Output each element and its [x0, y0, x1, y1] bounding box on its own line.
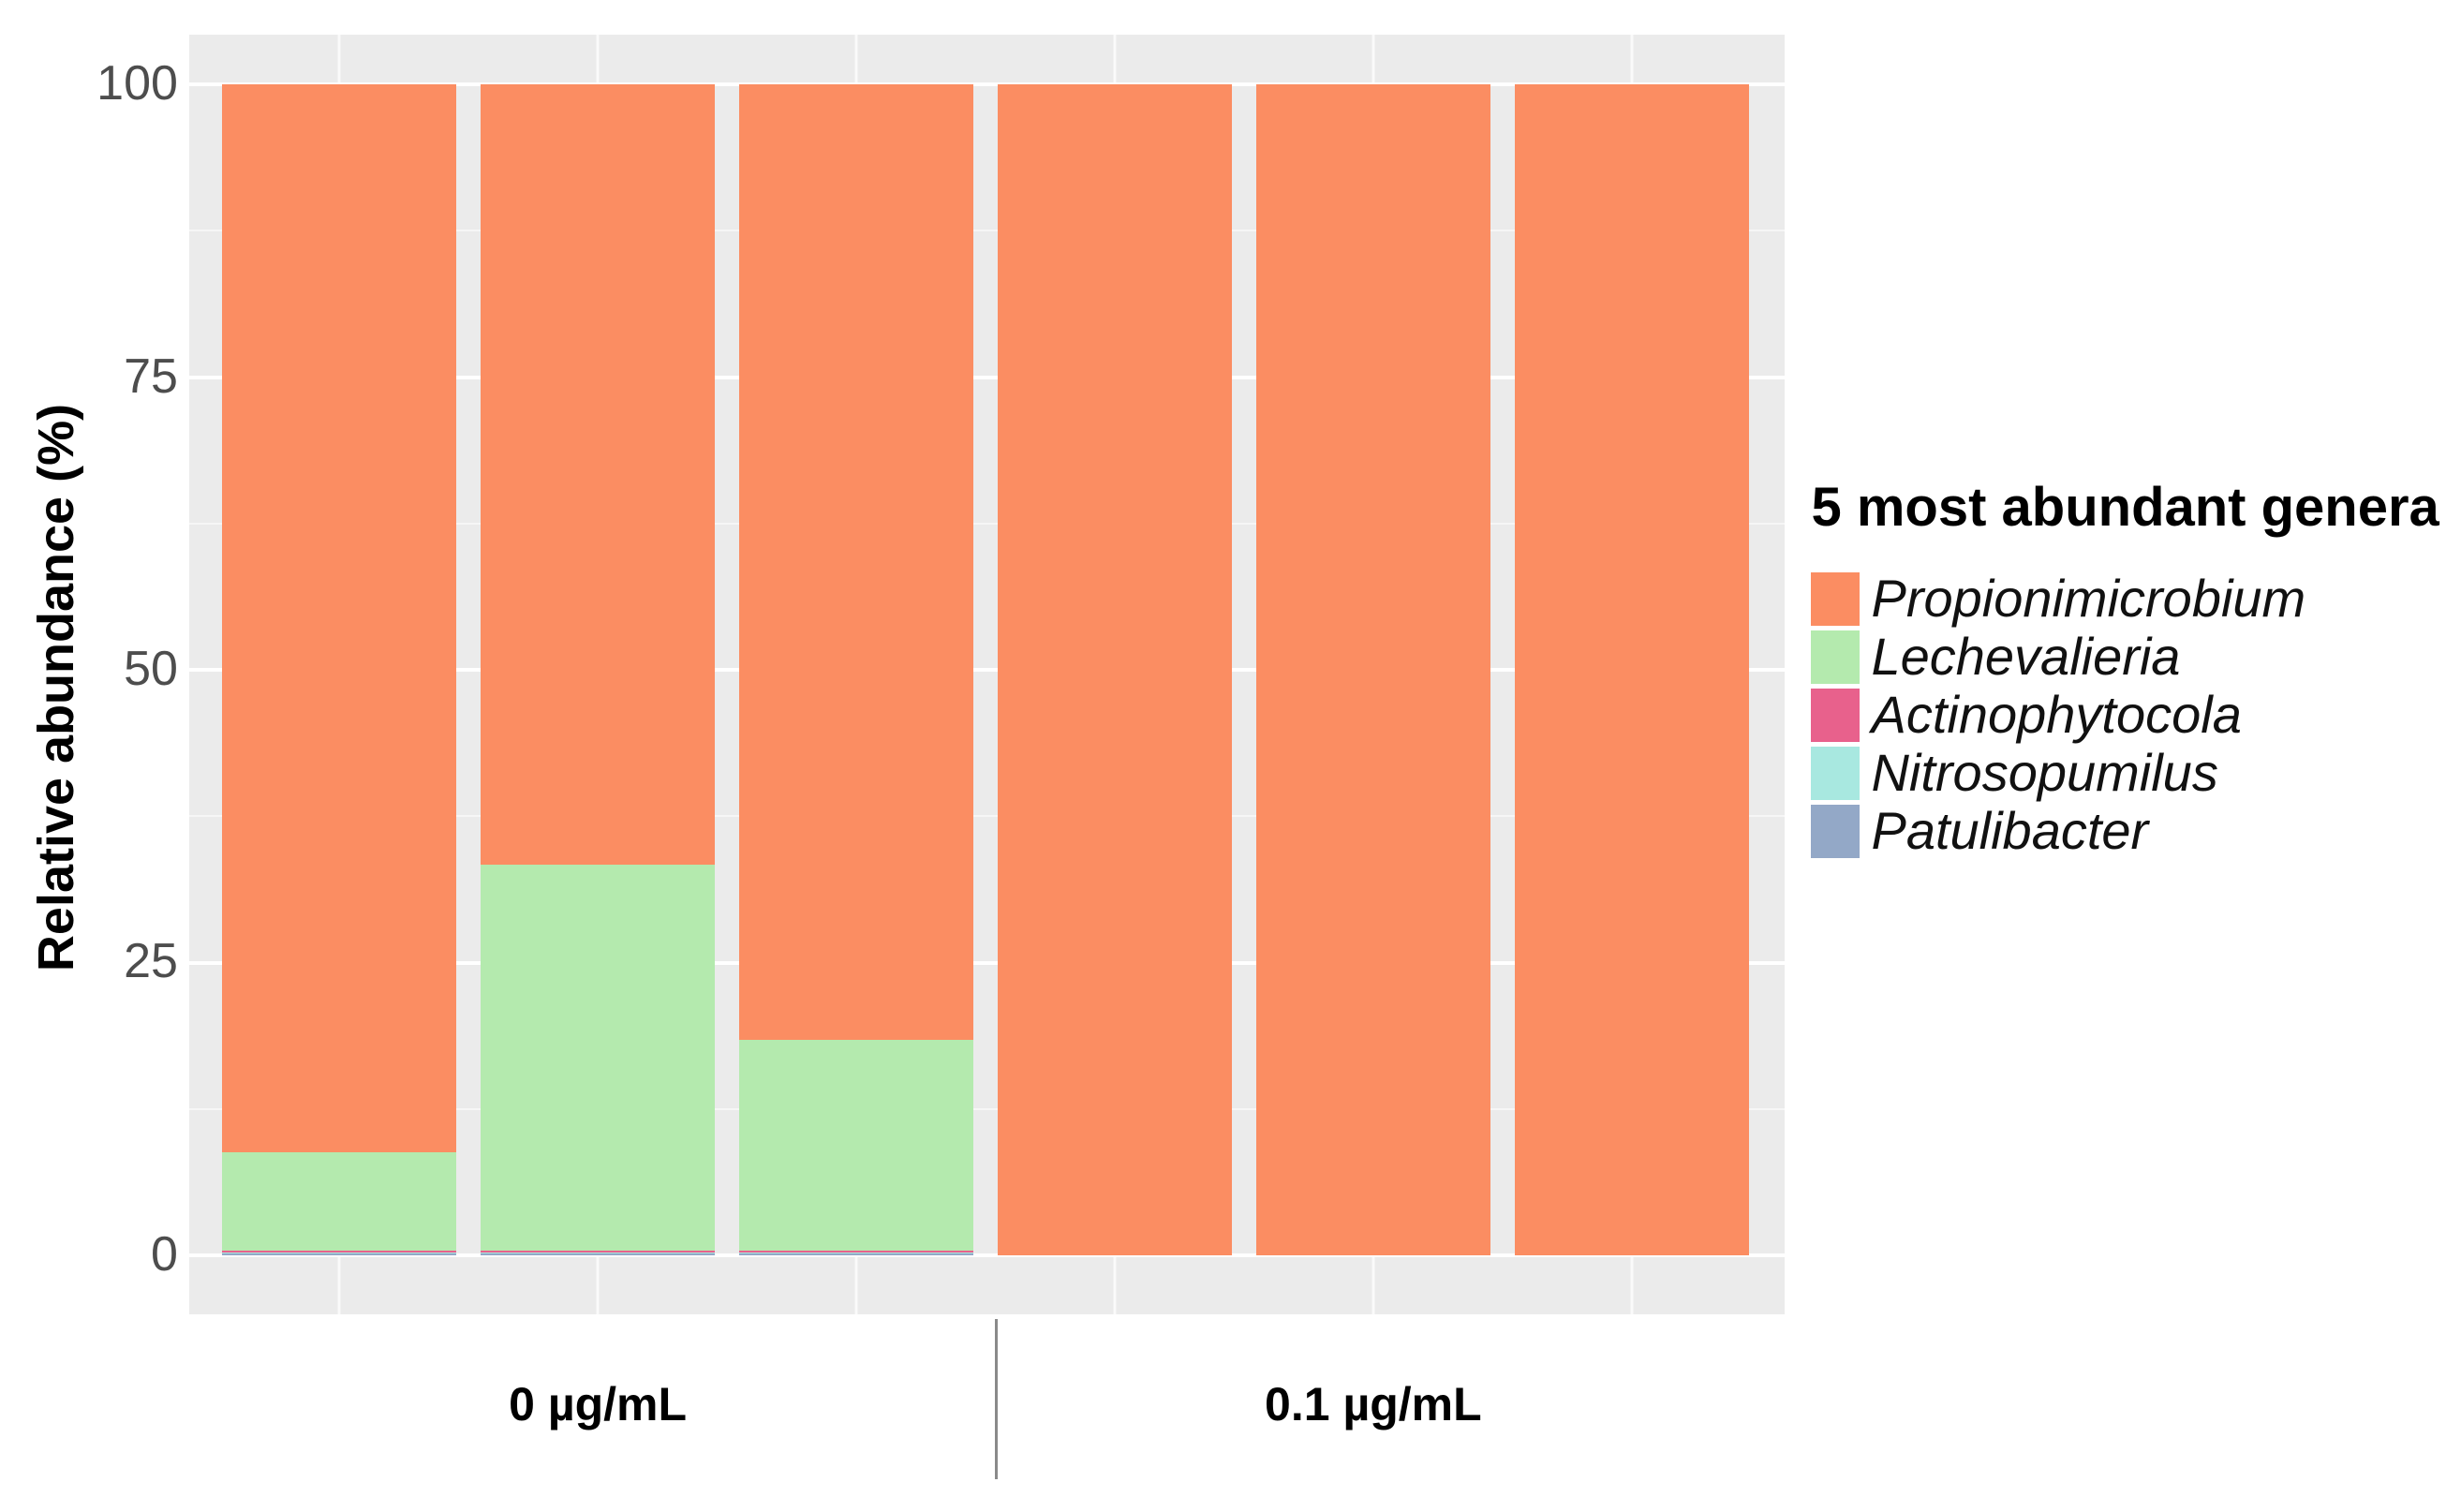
- legend-swatch-icon: [1811, 630, 1861, 684]
- gridline-major: [189, 82, 1786, 86]
- bar-segment-actinophytocola: [222, 1251, 456, 1253]
- y-tick-label: 25: [124, 934, 178, 989]
- x-group-label: 0 µg/mL: [509, 1378, 688, 1431]
- legend: 5 most abundant genera Propionimicrobium…: [1811, 478, 2439, 860]
- stacked-bar: [1515, 83, 1750, 1256]
- legend-item: Lechevalieria: [1811, 628, 2439, 686]
- legend-item: Actinophytocola: [1811, 686, 2439, 744]
- stacked-bar: [222, 83, 456, 1256]
- legend-label: Lechevalieria: [1871, 627, 2181, 687]
- plot-panel: [189, 34, 1786, 1315]
- bar-segment-propionimicrobium: [1256, 83, 1491, 1256]
- group-separator-line: [995, 1319, 999, 1480]
- legend-item: Patulibacter: [1811, 802, 2439, 860]
- bar-segment-propionimicrobium: [1515, 83, 1750, 1256]
- legend-swatch-icon: [1811, 746, 1861, 800]
- stacked-bar: [481, 84, 716, 1256]
- legend-swatch-icon: [1811, 804, 1861, 858]
- y-tick-label: 0: [151, 1226, 178, 1282]
- y-tick-label: 75: [124, 348, 178, 404]
- bar-segment-actinophytocola: [739, 1251, 974, 1253]
- gridline-minor: [189, 815, 1786, 818]
- bar-segment-patulibacter: [481, 1253, 716, 1256]
- stacked-bar: [1256, 83, 1491, 1256]
- legend-items: Propionimicrobium Lechevalieria Actinophyt…: [1811, 570, 2439, 860]
- legend-item: Propionimicrobium: [1811, 570, 2439, 628]
- gridline-major: [189, 668, 1786, 673]
- legend-item: Nitrosopumilus: [1811, 744, 2439, 802]
- gridline-major: [189, 1253, 1786, 1258]
- gridline-minor: [189, 230, 1786, 232]
- stacked-bar: [739, 83, 974, 1256]
- bar-segment-propionimicrobium: [222, 83, 456, 1153]
- legend-title: 5 most abundant genera: [1811, 477, 2439, 539]
- y-tick-label: 100: [96, 56, 178, 111]
- bar-segment-lechevalieria: [222, 1152, 456, 1252]
- bar-segment-propionimicrobium: [998, 83, 1233, 1256]
- bar-segment-propionimicrobium: [481, 84, 716, 865]
- bar-segment-patulibacter: [222, 1253, 456, 1256]
- y-tick-label: 50: [124, 641, 178, 696]
- gridline-minor: [189, 1107, 1786, 1110]
- gridline-major: [189, 375, 1786, 379]
- legend-swatch-icon: [1811, 571, 1861, 626]
- bar-segment-patulibacter: [739, 1253, 974, 1256]
- legend-label: Propionimicrobium: [1871, 569, 2306, 629]
- bar-segment-propionimicrobium: [739, 83, 974, 1041]
- bar-segment-actinophytocola: [481, 1251, 716, 1253]
- gridline-minor: [189, 522, 1786, 525]
- legend-label: Actinophytocola: [1871, 685, 2242, 745]
- x-group-label: 0.1 µg/mL: [1265, 1378, 1482, 1431]
- stacked-bar: [998, 83, 1233, 1256]
- legend-swatch-icon: [1811, 688, 1861, 742]
- bar-segment-lechevalieria: [739, 1040, 974, 1252]
- legend-label: Nitrosopumilus: [1871, 743, 2218, 803]
- bar-segment-lechevalieria: [481, 864, 716, 1252]
- gridline-major: [189, 960, 1786, 965]
- legend-label: Patulibacter: [1871, 801, 2149, 861]
